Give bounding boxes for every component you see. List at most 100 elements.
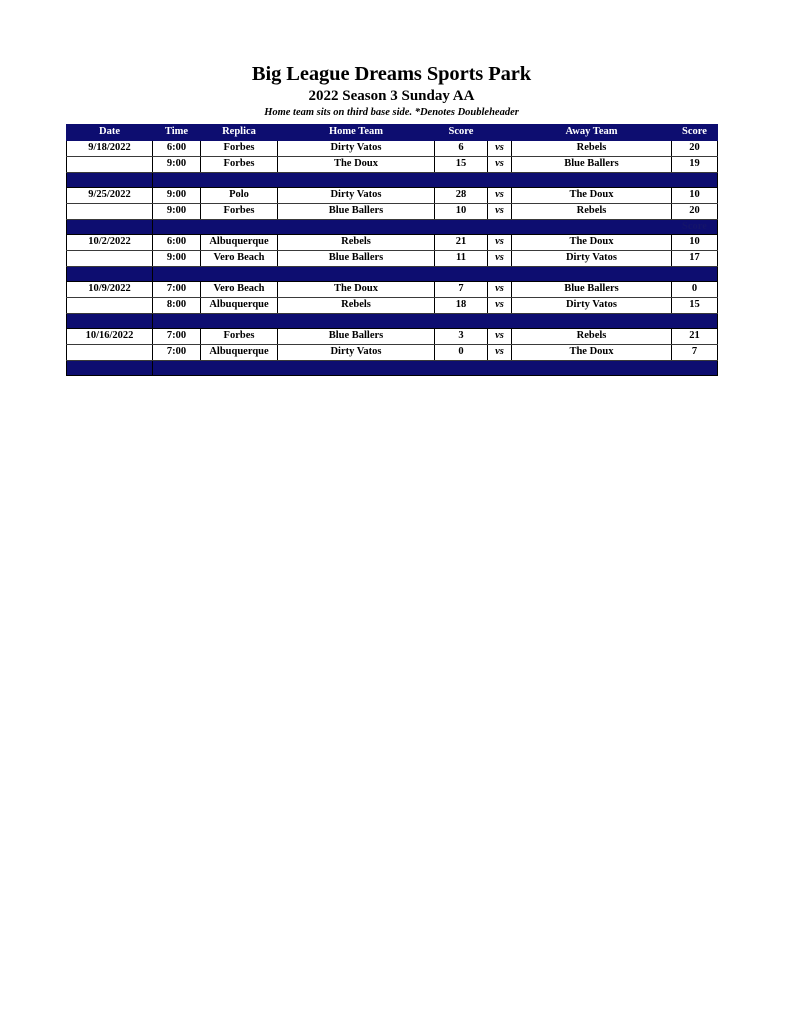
cell-away-team: Rebels — [511, 327, 672, 345]
title-block: Big League Dreams Sports Park 2022 Seaso… — [66, 62, 717, 120]
cell-vs-label: vs — [487, 249, 512, 267]
cell-home-score: 3 — [434, 327, 488, 345]
cell-replica: Vero Beach — [200, 249, 278, 267]
cell-home-team: The Doux — [277, 280, 435, 298]
table-row: 7:00 Albuquerque Dirty Vatos 0 vs The Doux 7 — [66, 343, 718, 361]
separator-cell — [434, 265, 488, 282]
week-separator-row — [66, 312, 718, 329]
cell-replica: Albuquerque — [200, 233, 278, 251]
cell-time: 9:00 — [152, 186, 201, 204]
separator-cell — [66, 218, 153, 235]
cell-away-score: 0 — [671, 280, 718, 298]
cell-away-team: Blue Ballers — [511, 280, 672, 298]
cell-time: 9:00 — [152, 155, 201, 173]
cell-date — [66, 249, 153, 267]
cell-date: 10/16/2022 — [66, 327, 153, 345]
separator-cell — [487, 312, 512, 329]
separator-cell — [487, 265, 512, 282]
separator-cell — [152, 171, 201, 188]
table-row: 9:00 Vero Beach Blue Ballers 11 vs Dirty Vato… — [66, 249, 718, 267]
page-subtitle: 2022 Season 3 Sunday AA — [308, 88, 475, 105]
cell-away-team: The Doux — [511, 233, 672, 251]
page-note: Home team sits on third base side. *Deno… — [264, 107, 519, 119]
separator-cell — [434, 218, 488, 235]
separator-cell — [511, 171, 672, 188]
table-row: 9/18/2022 6:00 Forbes Dirty Vatos 6 vs Rebels 2… — [66, 139, 718, 157]
cell-vs-label: vs — [487, 139, 512, 157]
cell-home-score: 15 — [434, 155, 488, 173]
separator-cell — [200, 171, 278, 188]
cell-time: 9:00 — [152, 202, 201, 220]
cell-date — [66, 155, 153, 173]
cell-home-team: Dirty Vatos — [277, 139, 435, 157]
separator-cell — [434, 171, 488, 188]
cell-home-score: 7 — [434, 280, 488, 298]
table-row: 9/25/2022 9:00 Polo Dirty Vatos 28 vs The Doux… — [66, 186, 718, 204]
separator-cell — [511, 218, 672, 235]
separator-cell — [277, 312, 435, 329]
separator-cell — [200, 359, 278, 376]
column-header-home-team: Home Team — [277, 123, 435, 141]
cell-home-team: Blue Ballers — [277, 202, 435, 220]
separator-cell — [511, 312, 672, 329]
cell-time: 6:00 — [152, 139, 201, 157]
cell-home-team: Rebels — [277, 233, 435, 251]
column-header-time: Time — [152, 123, 201, 141]
cell-date: 10/2/2022 — [66, 233, 153, 251]
cell-time: 6:00 — [152, 233, 201, 251]
cell-date — [66, 343, 153, 361]
column-header-away-score: Score — [671, 123, 718, 141]
page-title: Big League Dreams Sports Park — [251, 63, 532, 85]
cell-replica: Forbes — [200, 155, 278, 173]
separator-cell — [671, 312, 718, 329]
cell-replica: Vero Beach — [200, 280, 278, 298]
cell-vs-label: vs — [487, 296, 512, 314]
cell-home-score: 6 — [434, 139, 488, 157]
separator-cell — [277, 171, 435, 188]
separator-cell — [487, 359, 512, 376]
schedule-table: Date Time Replica Home Team Score Away Team Sc… — [66, 123, 718, 376]
cell-home-score: 28 — [434, 186, 488, 204]
cell-time: 7:00 — [152, 280, 201, 298]
separator-cell — [66, 265, 153, 282]
cell-home-score: 18 — [434, 296, 488, 314]
cell-away-score: 10 — [671, 186, 718, 204]
cell-home-score: 10 — [434, 202, 488, 220]
cell-time: 9:00 — [152, 249, 201, 267]
schedule-body: Date Time Replica Home Team Score Away Team Sc… — [66, 123, 718, 376]
table-row: 10/9/2022 7:00 Vero Beach The Doux 7 vs Blue B… — [66, 280, 718, 298]
separator-cell — [200, 218, 278, 235]
table-row: 10/16/2022 7:00 Forbes Blue Ballers 3 vs Rebel… — [66, 327, 718, 345]
cell-replica: Polo — [200, 186, 278, 204]
table-header-row: Date Time Replica Home Team Score Away Team Sc… — [66, 123, 718, 141]
separator-cell — [434, 359, 488, 376]
cell-away-score: 19 — [671, 155, 718, 173]
separator-cell — [434, 312, 488, 329]
separator-cell — [200, 265, 278, 282]
cell-vs-label: vs — [487, 202, 512, 220]
cell-away-score: 10 — [671, 233, 718, 251]
week-separator-row — [66, 171, 718, 188]
cell-home-team: Blue Ballers — [277, 249, 435, 267]
cell-replica: Albuquerque — [200, 343, 278, 361]
separator-cell — [66, 359, 153, 376]
cell-home-score: 21 — [434, 233, 488, 251]
separator-cell — [152, 359, 201, 376]
table-row: 8:00 Albuquerque Rebels 18 vs Dirty Vatos 15 — [66, 296, 718, 314]
cell-away-team: Rebels — [511, 139, 672, 157]
cell-home-team: Dirty Vatos — [277, 186, 435, 204]
separator-cell — [671, 359, 718, 376]
separator-cell — [66, 312, 153, 329]
cell-away-team: Blue Ballers — [511, 155, 672, 173]
cell-date: 9/18/2022 — [66, 139, 153, 157]
week-separator-row: Score — [66, 218, 718, 235]
cell-date — [66, 296, 153, 314]
cell-home-team: Dirty Vatos — [277, 343, 435, 361]
cell-vs-label: vs — [487, 327, 512, 345]
separator-cell — [200, 312, 278, 329]
separator-cell — [66, 171, 153, 188]
cell-date — [66, 202, 153, 220]
cell-home-team: Rebels — [277, 296, 435, 314]
cell-replica: Forbes — [200, 202, 278, 220]
